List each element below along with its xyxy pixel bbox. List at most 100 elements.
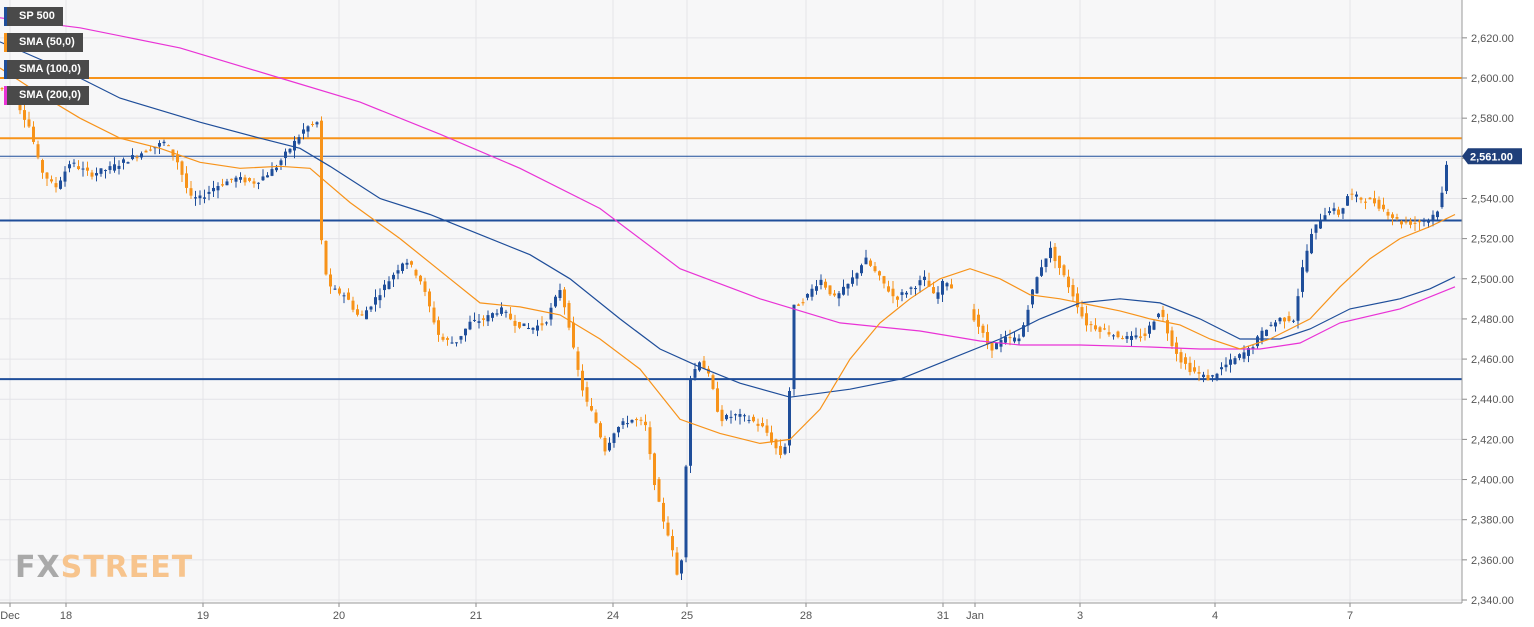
- candle-body: [783, 446, 787, 454]
- candle-body: [1274, 322, 1277, 327]
- x-tick-label: 3: [1077, 610, 1083, 622]
- candle-body: [54, 183, 58, 188]
- candle-body: [284, 151, 287, 158]
- candle-body: [446, 338, 449, 340]
- candle-body: [603, 437, 607, 452]
- y-tick-label: 2,540.00: [1471, 193, 1514, 205]
- y-tick-label: 2,620.00: [1471, 33, 1514, 45]
- candle-body: [32, 126, 35, 142]
- candle-body: [414, 269, 418, 276]
- legend-sma200[interactable]: SMA (200,0): [4, 86, 89, 105]
- candle-body: [1139, 336, 1142, 338]
- candle-body: [1287, 316, 1291, 321]
- candle-body: [869, 260, 872, 266]
- candle-body: [257, 182, 260, 184]
- candle-body: [977, 314, 980, 327]
- candle-body: [252, 181, 256, 184]
- candle-body: [1332, 208, 1336, 211]
- legend-sp500[interactable]: SP 500: [4, 7, 63, 26]
- y-tick-label: 2,520.00: [1471, 234, 1514, 246]
- candle-body: [324, 240, 328, 275]
- candle-body: [1116, 331, 1120, 338]
- candle-body: [855, 273, 859, 279]
- candle-body: [135, 157, 139, 159]
- candle-body: [36, 144, 40, 158]
- candle-body: [410, 261, 413, 265]
- candle-body: [1202, 374, 1205, 378]
- candle-body: [851, 277, 854, 284]
- candle-body: [801, 302, 805, 304]
- candle-body: [684, 466, 688, 558]
- candle-body: [162, 141, 166, 144]
- candle-body: [221, 184, 224, 186]
- candle-body: [761, 423, 764, 427]
- candle-body: [495, 313, 499, 315]
- candle-body: [198, 195, 202, 199]
- candle-body: [1242, 352, 1246, 359]
- candle-body: [0, 88, 4, 90]
- x-tick-label: 19: [197, 610, 209, 622]
- candle-body: [1278, 317, 1282, 322]
- candle-body: [468, 321, 472, 330]
- candle-body: [500, 307, 503, 314]
- x-tick-label: 20: [333, 610, 345, 622]
- candle-body: [279, 160, 283, 165]
- candle-body: [477, 321, 481, 323]
- candle-body: [194, 197, 197, 199]
- candle-body: [909, 287, 913, 289]
- candle-body: [1229, 359, 1232, 365]
- candle-body: [581, 370, 584, 391]
- candle-body: [1215, 373, 1219, 379]
- candle-body: [752, 416, 755, 422]
- candle-body: [1166, 320, 1169, 334]
- candle-body: [428, 291, 431, 307]
- candle-body: [576, 351, 580, 370]
- candle-body: [1404, 221, 1408, 223]
- candle-body: [612, 433, 616, 443]
- candle-body: [482, 318, 485, 320]
- candle-body: [1391, 214, 1394, 218]
- candle-body: [203, 197, 206, 199]
- candle-body: [675, 552, 679, 575]
- candle-body: [41, 160, 44, 173]
- candle-body: [1422, 220, 1426, 222]
- candle-body: [810, 288, 814, 297]
- sma100-line: [0, 41, 1456, 398]
- candle-body: [936, 292, 940, 299]
- candle-body: [711, 375, 715, 389]
- candle-body: [122, 159, 125, 163]
- candle-body: [293, 140, 296, 151]
- logo-street: STREET: [60, 550, 194, 585]
- candle-body: [1400, 221, 1403, 225]
- candle-body: [666, 522, 670, 536]
- y-tick-label: 2,480.00: [1471, 314, 1514, 326]
- candle-body: [1409, 220, 1412, 225]
- candle-body: [144, 150, 148, 153]
- candle-body: [185, 173, 188, 188]
- candle-body: [837, 293, 841, 299]
- candle-body: [923, 276, 926, 281]
- candle-body: [1292, 320, 1295, 322]
- candle-body: [1013, 337, 1016, 342]
- candle-body: [378, 295, 382, 301]
- candle-body: [212, 187, 215, 192]
- candle-body: [401, 263, 404, 271]
- legend-sma100[interactable]: SMA (100,0): [4, 60, 89, 79]
- candle-body: [887, 286, 890, 292]
- candle-body: [126, 162, 130, 164]
- candle-body: [617, 426, 620, 433]
- candle-body: [657, 479, 661, 502]
- candle-body: [567, 303, 571, 328]
- candle-body: [459, 336, 463, 340]
- candle-body: [77, 166, 80, 170]
- legend-sma50[interactable]: SMA (50,0): [4, 33, 83, 52]
- candle-body: [918, 280, 922, 286]
- sma200-line: [0, 17, 1456, 350]
- candle-body: [266, 175, 269, 178]
- candle-body: [437, 320, 440, 335]
- candle-body: [842, 286, 845, 295]
- candle-body: [1233, 358, 1237, 364]
- x-tick-label: Dec: [0, 610, 20, 622]
- candle-body: [50, 179, 53, 182]
- candle-body: [383, 284, 386, 291]
